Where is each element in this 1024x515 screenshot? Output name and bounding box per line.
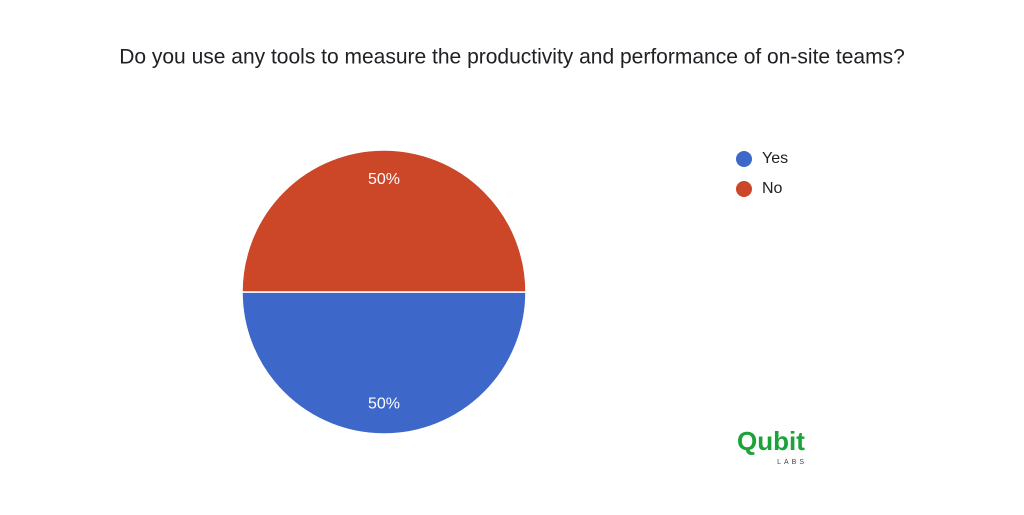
pie-slice <box>241 291 527 435</box>
legend-marker <box>736 181 752 197</box>
data-label: 50% <box>368 171 400 188</box>
legend-label: No <box>762 180 783 197</box>
logo-name: Qubit <box>737 426 805 456</box>
logo-tagline: LABS <box>777 459 807 466</box>
chart-title: Do you use any tools to measure the prod… <box>119 46 905 69</box>
pie-slice <box>241 149 527 293</box>
legend-marker <box>736 151 752 167</box>
data-label: 50% <box>368 395 400 412</box>
legend-label: Yes <box>762 150 788 167</box>
